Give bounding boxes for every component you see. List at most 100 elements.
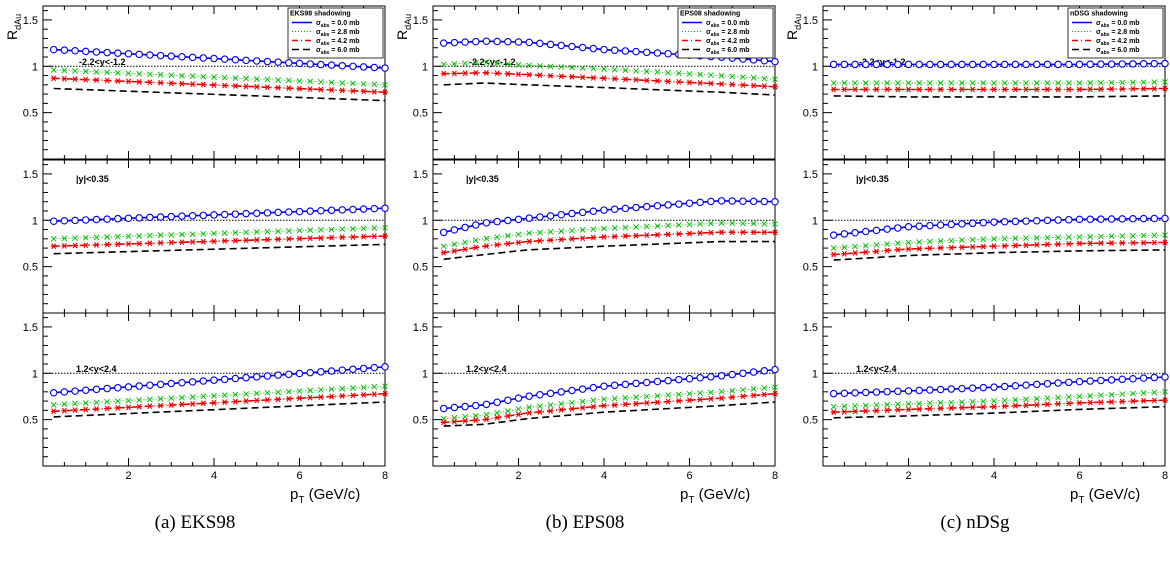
data-point — [546, 389, 555, 398]
data-point — [82, 386, 90, 394]
data-point — [916, 406, 923, 413]
data-point — [263, 209, 272, 217]
data-point — [1151, 389, 1158, 396]
rapidity-label: -2.2<y<-1.2 — [79, 57, 126, 67]
data-point — [851, 228, 859, 237]
data-point — [1097, 376, 1105, 385]
series-line-3 — [443, 82, 776, 96]
data-point — [1087, 79, 1094, 86]
data-point — [739, 393, 746, 400]
data-point — [1075, 215, 1084, 224]
data-point — [317, 79, 324, 85]
data-point — [382, 233, 388, 239]
data-point — [546, 212, 555, 220]
panel-0-1: 0.5 1 1.5 |y|<0.35 — [23, 159, 389, 314]
data-point — [92, 385, 101, 394]
data-point — [1044, 80, 1051, 86]
data-point — [526, 404, 533, 411]
data-point — [451, 248, 458, 254]
data-point — [1012, 397, 1019, 403]
data-point — [958, 220, 966, 228]
series-line-1 — [833, 391, 1166, 408]
data-point — [829, 231, 838, 239]
data-point — [1119, 398, 1126, 405]
data-point — [1000, 60, 1009, 69]
data-point — [590, 226, 597, 233]
data-point — [462, 246, 469, 253]
data-point — [547, 237, 554, 244]
data-point — [93, 77, 100, 84]
data-point — [990, 383, 998, 391]
data-point — [665, 398, 672, 405]
data-point — [968, 219, 977, 228]
legend-title: EPS08 shadowing — [680, 11, 740, 18]
data-point — [1044, 401, 1051, 408]
data-point — [189, 73, 196, 80]
data-point — [220, 55, 229, 63]
data-point — [317, 86, 324, 93]
rapidity-label: 1.2<y<2.4 — [76, 364, 117, 374]
series-line-1 — [443, 222, 776, 247]
data-point — [697, 396, 704, 403]
data-point — [728, 197, 736, 205]
data-point — [883, 60, 891, 69]
data-point — [558, 64, 565, 70]
data-point — [568, 405, 575, 412]
data-point — [515, 406, 522, 412]
data-point — [1033, 395, 1040, 402]
data-point — [904, 387, 913, 395]
data-point — [1162, 239, 1168, 246]
legend-entry-2: σabs = 4.2 mb — [706, 38, 750, 47]
data-point — [232, 229, 239, 236]
data-point — [382, 390, 388, 397]
data-point — [621, 204, 630, 213]
data-point — [504, 70, 511, 77]
data-point — [462, 239, 468, 246]
x-tick-label: 4 — [601, 470, 607, 482]
x-axis-label: pT (GeV/c) — [1070, 486, 1140, 506]
data-point — [168, 72, 175, 79]
data-point — [382, 81, 388, 88]
y-tick-label: 1 — [812, 215, 818, 227]
data-point — [462, 70, 469, 77]
data-point — [211, 74, 217, 81]
data-point — [696, 198, 704, 207]
data-point — [440, 249, 447, 256]
data-point — [370, 204, 379, 213]
data-point — [830, 409, 837, 416]
data-point — [772, 221, 778, 227]
data-point — [483, 69, 490, 76]
series-line-1 — [53, 69, 386, 86]
data-point — [1075, 377, 1084, 386]
data-point — [514, 38, 523, 46]
data-point — [1065, 60, 1073, 69]
data-point — [482, 400, 491, 409]
data-point — [589, 44, 598, 53]
data-point — [461, 38, 469, 46]
data-point — [840, 389, 849, 398]
data-point — [761, 83, 768, 90]
y-axis-label: RdAu — [4, 14, 23, 40]
data-point — [188, 378, 197, 386]
data-point — [1033, 86, 1040, 93]
data-point — [1119, 79, 1126, 86]
data-point — [515, 231, 522, 238]
data-point — [451, 418, 458, 425]
data-point — [493, 398, 501, 407]
panel-2-2: 0.5 1 1.5 1.2<y<2.4 — [803, 312, 1169, 467]
data-point — [104, 405, 111, 412]
data-point — [686, 230, 693, 237]
data-point — [285, 85, 292, 92]
data-point — [1129, 215, 1137, 223]
data-point — [926, 386, 934, 394]
y-tick-label: 0.5 — [803, 108, 818, 120]
data-point — [494, 241, 501, 248]
data-point — [188, 53, 197, 62]
data-point — [515, 71, 522, 78]
data-point — [1130, 232, 1136, 239]
data-point — [157, 79, 164, 86]
legend-title: nDSG shadowing — [1070, 11, 1128, 18]
data-point — [958, 404, 965, 411]
data-point — [1118, 215, 1127, 223]
